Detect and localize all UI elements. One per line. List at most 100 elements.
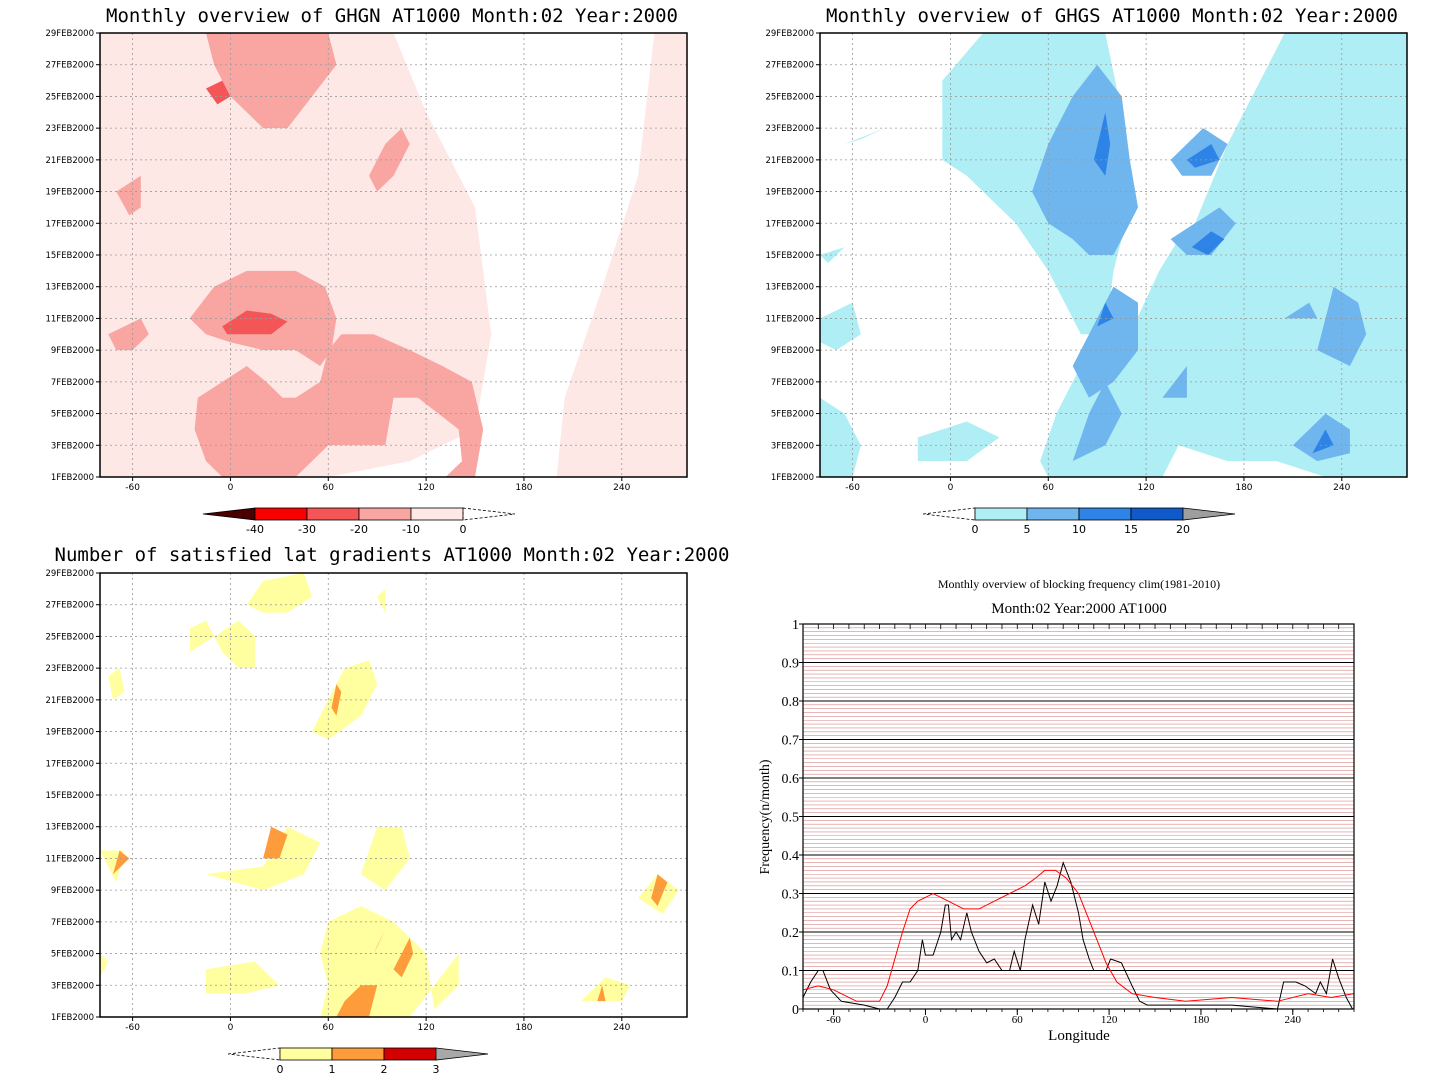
x-tick-label: 0 <box>948 483 954 493</box>
x-tick-label: 0 <box>923 1014 929 1026</box>
y-tick-label: 23FEB2000 <box>765 124 814 134</box>
y-tick-label: 19FEB2000 <box>45 188 94 198</box>
colorbar-label: 0 <box>277 1063 284 1076</box>
contour-region <box>942 33 1407 477</box>
contour-region <box>116 175 141 216</box>
y-tick-label: 1FEB2000 <box>51 1013 94 1023</box>
y-tick-label: 9FEB2000 <box>51 886 94 896</box>
y-tick-label: 21FEB2000 <box>45 156 94 166</box>
contour-region <box>194 334 484 477</box>
x-tick-label: 120 <box>418 483 435 493</box>
y-tick-label: 7FEB2000 <box>51 918 94 928</box>
contour-region <box>369 128 410 192</box>
colorbar-upper-triangle <box>435 1047 489 1061</box>
contour-region <box>206 961 280 994</box>
ghgn-title: Monthly overview of GHGN AT1000 Month:02… <box>106 5 678 27</box>
y-tick-label: 21FEB2000 <box>765 156 814 166</box>
colorbar-box <box>306 507 360 521</box>
y-tick-label: 17FEB2000 <box>765 219 814 229</box>
x-tick-label: 180 <box>515 483 532 493</box>
colorbar-box <box>1130 507 1184 521</box>
colorbar-box <box>383 1047 437 1061</box>
y-tick-label: 11FEB2000 <box>765 314 814 324</box>
gradients-x-axis: -60 0 60 120 180 240 <box>125 1017 631 1033</box>
contour-region <box>206 826 321 891</box>
x-tick-label: -60 <box>125 483 140 493</box>
x-tick-label: 240 <box>613 483 630 493</box>
ghgn-y-axis: 1FEB2000 3FEB2000 5FEB2000 7FEB2000 9FEB2000… <box>45 29 100 483</box>
y-tick-label: 25FEB2000 <box>45 92 94 102</box>
colorbar-label: -40 <box>246 523 264 536</box>
y-tick-label: 29FEB2000 <box>45 569 94 579</box>
y-tick-label: 7FEB2000 <box>771 378 814 388</box>
x-tick-label: 60 <box>323 483 335 493</box>
colorbar-label: -10 <box>402 523 420 536</box>
colorbar-label: 15 <box>1124 523 1138 536</box>
colorbar-box <box>1078 507 1132 521</box>
colorbar-label: -30 <box>298 523 316 536</box>
y-tick-label: 23FEB2000 <box>45 124 94 134</box>
y-tick-label: 1FEB2000 <box>51 473 94 483</box>
colorbar-lower-triangle <box>202 507 256 521</box>
ghgn-x-axis: -60 0 60 120 180 240 <box>125 477 631 493</box>
contour-region <box>206 33 337 129</box>
x-tick-label: 240 <box>613 1023 630 1033</box>
colorbar-box <box>358 507 412 521</box>
y-tick-label: 15FEB2000 <box>45 251 94 261</box>
y-tick-label: 19FEB2000 <box>45 728 94 738</box>
blocking-title: Monthly overview of blocking frequency c… <box>938 577 1220 591</box>
blocking-y-axis: 0 0.1 0.2 0.3 0.4 0.5 0.6 0.7 0.8 0.9 1 <box>782 618 803 1018</box>
x-tick-label: 180 <box>1193 1014 1210 1026</box>
x-tick-label: -60 <box>826 1014 841 1026</box>
colorbar-label: 2 <box>381 1063 388 1076</box>
y-tick-label: 13FEB2000 <box>45 283 94 293</box>
blocking-ylabel: Frequency(n/month) <box>758 759 773 874</box>
contour-region <box>1097 302 1114 327</box>
y-tick-label: 0.8 <box>782 695 800 710</box>
contour-region <box>222 310 288 335</box>
contour-region <box>246 573 312 613</box>
series-line-red <box>802 869 1355 1002</box>
blocking-subtitle: Month:02 Year:2000 AT1000 <box>991 601 1166 617</box>
y-tick-label: 23FEB2000 <box>45 664 94 674</box>
contour-region <box>263 826 288 859</box>
contour-region <box>393 937 414 978</box>
contour-region <box>206 80 231 105</box>
colorbar-box <box>254 507 308 521</box>
y-tick-label: 19FEB2000 <box>765 188 814 198</box>
y-tick-label: 15FEB2000 <box>45 791 94 801</box>
ghgs-grid <box>820 33 1407 477</box>
y-tick-label: 1FEB2000 <box>771 473 814 483</box>
contour-region <box>1317 286 1367 366</box>
contour-region <box>1072 286 1138 398</box>
x-tick-label: 120 <box>418 1023 435 1033</box>
gradients-colorbar: 0 1 2 3 <box>227 1047 489 1076</box>
contour-region <box>373 929 386 954</box>
contour-region <box>100 953 109 978</box>
y-tick-label: 0.9 <box>782 657 800 672</box>
x-tick-label: 120 <box>1101 1014 1118 1026</box>
contour-region <box>820 247 845 263</box>
ghgs-y-axis: 1FEB2000 3FEB2000 5FEB2000 7FEB2000 9FEB2000… <box>765 29 820 483</box>
gradients-grid <box>100 573 687 1017</box>
y-tick-label: 0.6 <box>782 772 800 787</box>
colorbar-label: 0 <box>972 523 979 536</box>
x-tick-label: 60 <box>1043 483 1055 493</box>
y-tick-label: 29FEB2000 <box>765 29 814 39</box>
x-tick-label: 60 <box>1012 1014 1024 1026</box>
x-tick-label: 180 <box>1235 483 1252 493</box>
contour-region <box>1191 231 1225 255</box>
contour-region <box>1170 128 1228 176</box>
gradients-y-axis: 1FEB2000 3FEB2000 5FEB2000 7FEB2000 9FEB2000… <box>45 569 100 1023</box>
contour-region <box>1186 144 1220 168</box>
colorbar-box <box>331 1047 385 1061</box>
y-tick-label: 0.4 <box>782 849 800 864</box>
contour-region <box>1312 429 1334 454</box>
contour-region <box>377 588 386 613</box>
contour-region <box>1162 366 1187 398</box>
y-tick-label: 9FEB2000 <box>51 346 94 356</box>
y-tick-label: 0.1 <box>782 965 800 980</box>
contour-region <box>108 318 149 351</box>
x-tick-label: 180 <box>515 1023 532 1033</box>
x-tick-label: 120 <box>1138 483 1155 493</box>
